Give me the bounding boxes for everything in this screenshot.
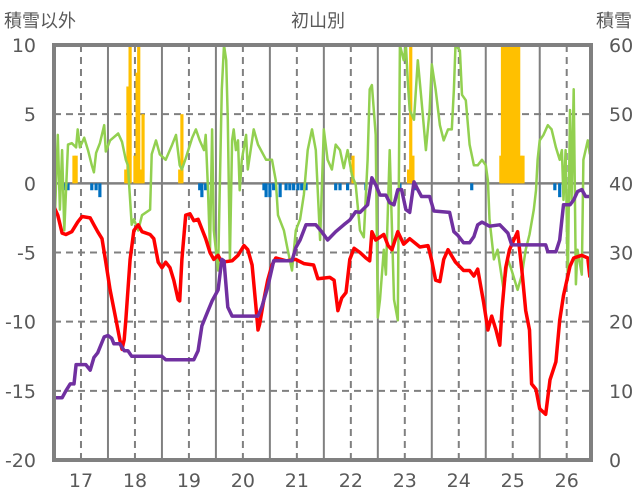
right-tick-label: 40: [609, 173, 633, 195]
left-axis-ticks: 10 5 0 -5 -10 -15 -20: [5, 35, 36, 472]
blue-bar: [345, 183, 350, 191]
orange-bar: [126, 86, 130, 184]
bars: [58, 45, 562, 198]
orange-bar: [500, 45, 505, 184]
right-tick-label: 50: [609, 104, 633, 126]
right-tick-label: 10: [609, 381, 633, 403]
orange-bar: [135, 72, 139, 184]
green-line: [52, 43, 592, 322]
orange-bar: [72, 155, 76, 184]
orange-bar: [517, 45, 521, 184]
x-tick-label: 25: [501, 470, 525, 492]
blue-bar: [204, 183, 208, 191]
blue-bar: [334, 183, 338, 191]
x-tick-label: 24: [447, 470, 471, 492]
blue-bar: [304, 183, 308, 191]
orange-bar: [521, 155, 525, 184]
right-tick-label: 60: [609, 35, 633, 57]
orange-bar: [406, 169, 411, 184]
left-axis-title: 積雪以外: [4, 11, 76, 32]
x-tick-label: 26: [555, 470, 579, 492]
chart-title: 初山別: [291, 11, 345, 32]
blue-bar: [338, 183, 342, 191]
blue-bar: [98, 183, 102, 198]
blue-bar: [268, 183, 272, 198]
left-tick-label: 0: [24, 173, 36, 195]
right-axis-ticks: 60 50 40 30 20 10 0: [609, 35, 633, 472]
blue-bar: [200, 183, 204, 198]
blue-bar: [264, 183, 268, 198]
right-axis-title: 積雪: [596, 11, 632, 32]
blue-bar: [94, 183, 98, 191]
orange-bar: [508, 45, 513, 184]
orange-bar: [128, 45, 132, 184]
orange-bar: [139, 169, 143, 184]
blue-bar: [470, 183, 474, 191]
right-tick-label: 30: [609, 243, 633, 265]
orange-bar: [511, 45, 515, 184]
purple-line: [54, 176, 591, 400]
right-tick-label: 20: [609, 312, 633, 334]
x-tick-label: 18: [123, 470, 147, 492]
blue-bar: [558, 183, 562, 198]
orange-bar: [513, 45, 517, 184]
orange-bar: [141, 114, 145, 184]
x-tick-label: 17: [69, 470, 93, 492]
orange-bar: [411, 155, 415, 184]
blue-bar: [90, 183, 94, 191]
blue-bar: [288, 183, 292, 191]
left-tick-label: -5: [17, 243, 36, 265]
orange-bar: [514, 45, 519, 184]
blue-bar: [553, 183, 557, 191]
blue-bar: [262, 183, 266, 191]
blue-bar: [272, 183, 276, 191]
orange-bar: [505, 45, 509, 184]
series-lines: [52, 43, 592, 417]
right-tick-label: 0: [609, 450, 621, 472]
orange-bar: [74, 155, 78, 184]
orange-bar: [507, 45, 511, 184]
orange-bar: [499, 155, 503, 184]
left-tick-label: -10: [5, 312, 36, 334]
orange-bar: [133, 155, 137, 184]
blue-bar: [292, 183, 296, 191]
orange-bar: [519, 155, 523, 184]
left-tick-label: -15: [5, 381, 36, 403]
left-tick-label: 10: [12, 35, 36, 57]
blue-bar: [284, 183, 288, 191]
plot-frame: [52, 43, 593, 462]
orange-bar: [503, 45, 507, 184]
left-tick-label: -20: [5, 450, 36, 472]
x-tick-label: 21: [285, 470, 309, 492]
orange-bar: [351, 155, 355, 184]
x-axis-ticks: 17 18 19 20 21 22 23 24 25 26: [69, 470, 579, 492]
left-tick-label: 5: [24, 104, 36, 126]
x-tick-label: 23: [393, 470, 417, 492]
blue-bar: [300, 183, 304, 191]
blue-bar: [66, 183, 70, 191]
x-tick-label: 19: [177, 470, 201, 492]
x-tick-label: 22: [339, 470, 363, 492]
orange-bar: [180, 114, 184, 184]
orange-bar: [124, 169, 128, 184]
x-tick-label: 20: [231, 470, 255, 492]
blue-bar: [278, 183, 282, 198]
blue-bar: [296, 183, 300, 191]
orange-bar: [178, 169, 182, 184]
blue-bar: [198, 183, 202, 191]
orange-bar: [137, 45, 141, 184]
red-line: [52, 206, 592, 417]
